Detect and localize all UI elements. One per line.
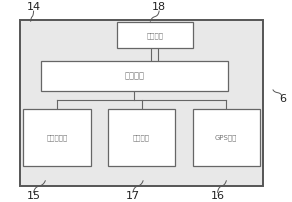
Text: 15: 15 (27, 191, 41, 201)
Bar (108, 109, 175, 166)
Bar (193, 109, 260, 166)
Bar (23, 109, 91, 166)
Text: 主控芯片: 主控芯片 (124, 71, 144, 80)
Text: 网络模块: 网络模块 (133, 134, 150, 141)
Bar (20, 20, 263, 186)
Text: 16: 16 (211, 191, 225, 201)
Text: 6: 6 (279, 94, 286, 104)
Text: 射频接收器: 射频接收器 (46, 134, 67, 141)
Text: 18: 18 (152, 2, 166, 13)
Text: GPS装置: GPS装置 (215, 134, 237, 141)
Text: 内存芯片: 内存芯片 (146, 32, 163, 39)
Text: 14: 14 (27, 2, 41, 13)
Bar (117, 22, 193, 48)
Text: 17: 17 (126, 191, 140, 201)
Bar (41, 61, 228, 91)
